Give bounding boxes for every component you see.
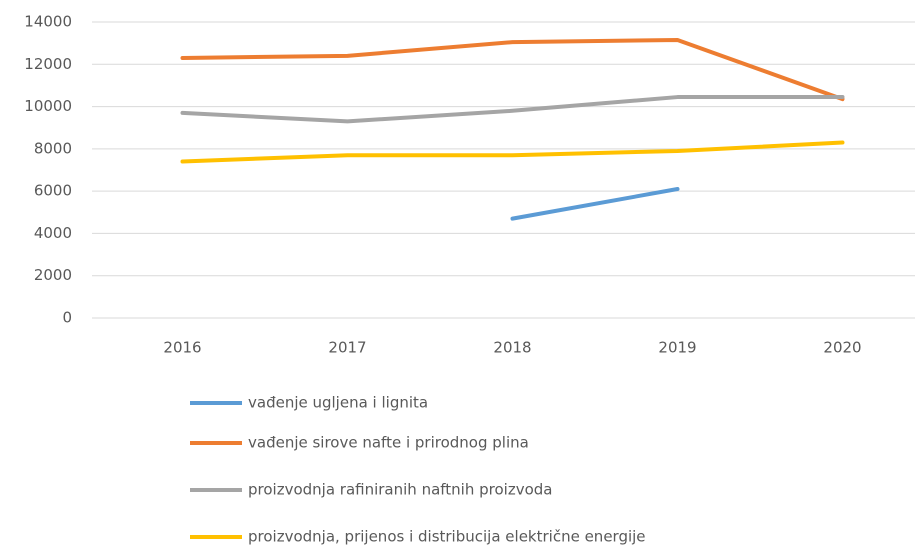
legend-label: vađenje ugljena i lignita xyxy=(248,394,428,412)
y-tick-label: 4000 xyxy=(34,224,72,242)
x-tick-label: 2020 xyxy=(823,339,861,357)
y-tick-label: 0 xyxy=(62,309,72,327)
y-tick-label: 12000 xyxy=(24,55,72,73)
x-tick-label: 2016 xyxy=(163,339,201,357)
x-tick-label: 2018 xyxy=(493,339,531,357)
legend-label: proizvodnja, prijenos i distribucija ele… xyxy=(248,528,646,546)
y-tick-label: 8000 xyxy=(34,139,72,157)
y-tick-label: 14000 xyxy=(24,13,72,31)
y-tick-label: 2000 xyxy=(34,266,72,284)
y-tick-label: 6000 xyxy=(34,182,72,200)
series-line xyxy=(180,140,845,164)
x-tick-label: 2017 xyxy=(328,339,366,357)
y-tick-label: 10000 xyxy=(24,97,72,115)
x-tick-label: 2019 xyxy=(658,339,696,357)
legend-label: vađenje sirove nafte i prirodnog plina xyxy=(248,434,529,452)
series-line xyxy=(180,95,845,124)
series-line xyxy=(510,187,680,221)
series-line xyxy=(180,37,845,102)
legend-label: proizvodnja rafiniranih naftnih proizvod… xyxy=(248,481,552,499)
